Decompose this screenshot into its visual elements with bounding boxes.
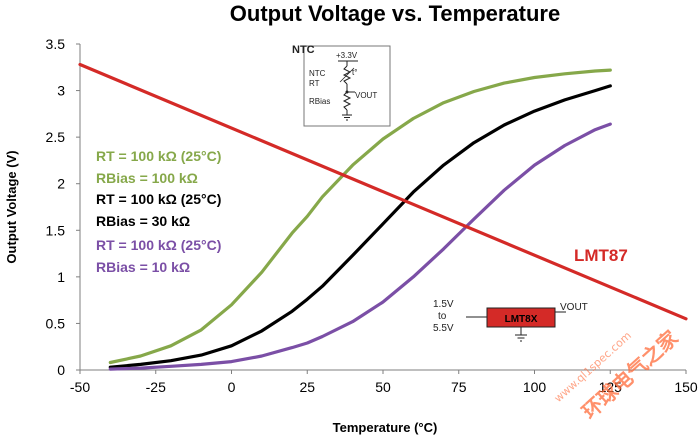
ntc-schematic-inset: NTC +3.3V t° NTC RT VOUT RBias: [292, 44, 391, 127]
ntc-resistor-symbol: [342, 65, 352, 85]
lmt-vin-line-1: 1.5V: [433, 299, 454, 310]
series-lmt87-label: LMT87: [574, 246, 628, 265]
series-annotations: RT = 100 kΩ (25°C) RBias = 100 kΩ RT = 1…: [96, 148, 628, 275]
plot-area: -50 -25 0 25 50 75 100 125 150 0 0.5 1 1.5 2 2.5 3 3.5: [46, 36, 698, 395]
chart-title: Output Voltage vs. Temperature: [230, 1, 560, 26]
series-green-annotation-line-2: RBias = 100 kΩ: [96, 170, 198, 186]
x-tick-label: -25: [146, 379, 166, 395]
y-ticks: 0 0.5 1 1.5 2 2.5 3 3.5: [46, 36, 80, 378]
x-tick-label: 125: [599, 379, 623, 395]
ntc-rt-label: RT: [309, 79, 320, 88]
y-tick-label: 1: [57, 269, 65, 285]
x-tick-label: -50: [70, 379, 90, 395]
ntc-label: NTC: [309, 69, 326, 78]
y-tick-label: 0: [57, 362, 65, 378]
ntc-inset-title: NTC: [292, 44, 315, 56]
series-purple-annotation-line-1: RT = 100 kΩ (25°C): [96, 237, 221, 253]
watermark: 环球电气之家 www.ql1spec.com: [552, 325, 684, 424]
series-lines: [78, 62, 688, 371]
x-ticks: -50 -25 0 25 50 75 100 125 150: [70, 370, 698, 395]
x-tick-label: 0: [228, 379, 236, 395]
x-tick-label: 25: [299, 379, 315, 395]
y-tick-label: 0.5: [46, 315, 66, 331]
series-black-annotation-line-1: RT = 100 kΩ (25°C): [96, 191, 221, 207]
lmt-vout-label: VOUT: [560, 302, 588, 313]
y-tick-label: 2.5: [46, 129, 66, 145]
series-green-annotation-line-1: RT = 100 kΩ (25°C): [96, 148, 221, 164]
series-green-line: [108, 68, 612, 365]
x-tick-label: 75: [451, 379, 467, 395]
x-tick-label: 100: [523, 379, 547, 395]
series-black-line: [108, 84, 612, 369]
y-tick-label: 2: [57, 176, 65, 192]
x-tick-label: 150: [674, 379, 698, 395]
ntc-supply-label: +3.3V: [336, 51, 358, 60]
lmt8x-schematic-inset: 1.5V to 5.5V LMT8X VOUT: [433, 299, 588, 342]
lmt-chip-label: LMT8X: [505, 314, 538, 325]
ntc-t-label: t°: [352, 68, 357, 77]
x-tick-label: 50: [375, 379, 391, 395]
y-tick-label: 3.5: [46, 36, 66, 52]
lmt-vin-line-2: to: [438, 311, 447, 322]
series-lmt87-line: [78, 62, 688, 321]
series-black-annotation-line-2: RBias = 30 kΩ: [96, 213, 190, 229]
ntc-vout-label: VOUT: [355, 91, 377, 100]
lmt-vin-line-3: 5.5V: [433, 323, 454, 334]
x-axis-label: Temperature (°C): [333, 420, 438, 435]
ntc-thermistor-slash: [339, 67, 355, 83]
y-tick-label: 1.5: [46, 222, 66, 238]
ntc-rbias-label: RBias: [309, 97, 330, 106]
y-tick-label: 3: [57, 83, 65, 99]
y-axis-label: Output Voltage (V): [4, 150, 19, 263]
series-purple-annotation-line-2: RBias = 10 kΩ: [96, 259, 190, 275]
series-purple-line: [108, 122, 612, 371]
rbias-resistor-symbol: [342, 91, 352, 111]
